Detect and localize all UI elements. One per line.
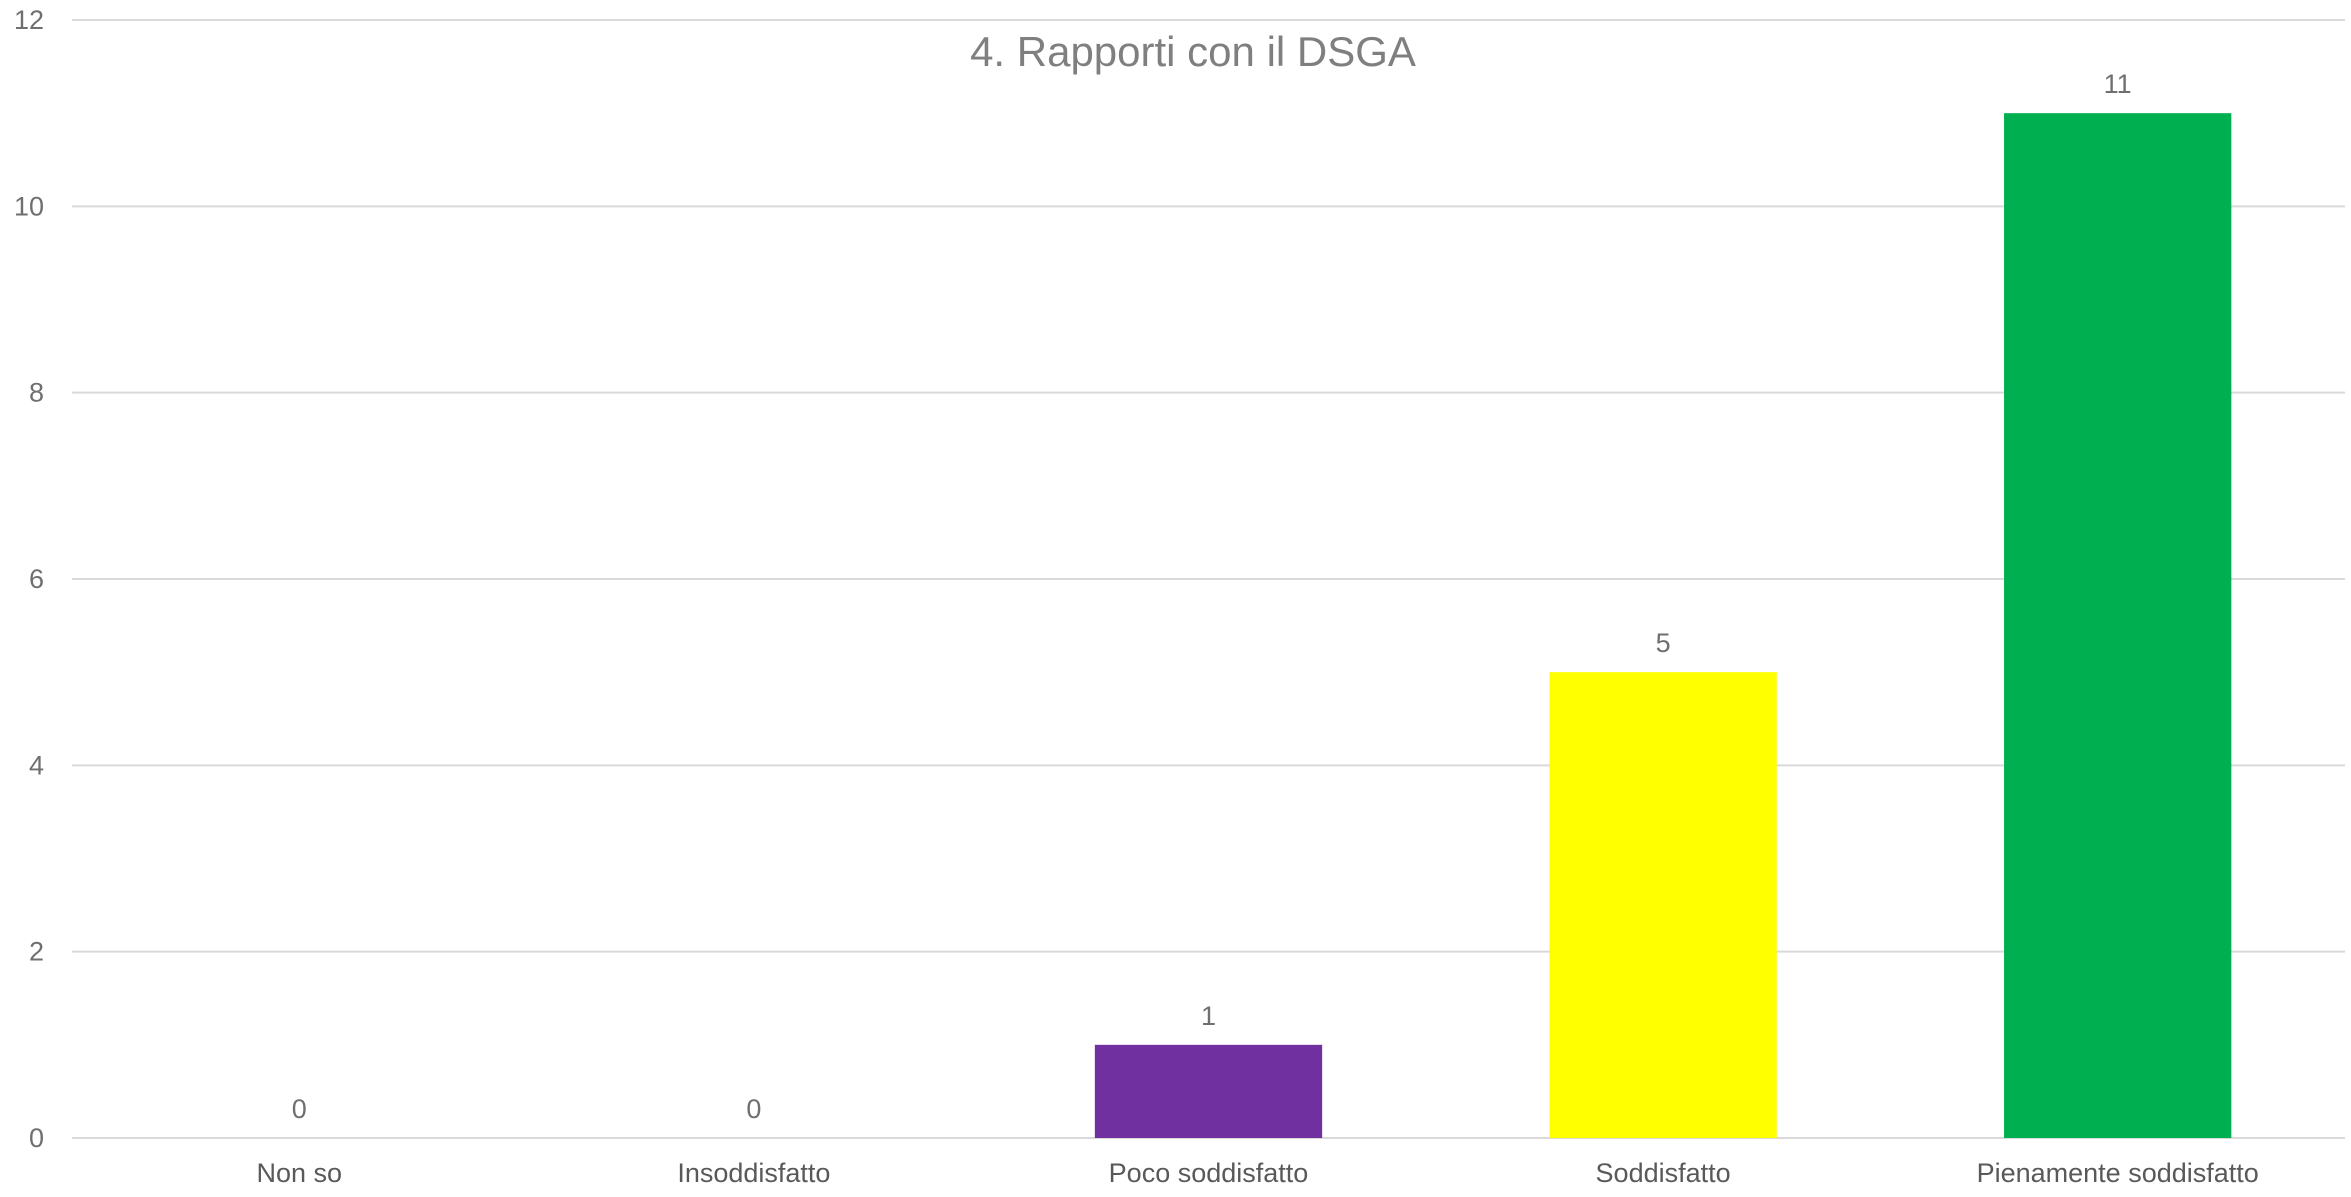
data-label-3: 5 xyxy=(1656,628,1671,658)
bar-2 xyxy=(1094,1044,1323,1138)
y-tick-label-10: 10 xyxy=(14,191,44,221)
data-label-4: 11 xyxy=(2104,69,2132,99)
y-tick-label-6: 6 xyxy=(29,564,44,594)
x-axis-category-labels: Non so Insoddisfatto Poco soddisfatto Soddi… xyxy=(257,1158,2259,1188)
y-tick-label-2: 2 xyxy=(29,937,44,967)
chart-title: 4. Rapporti con il DSGA xyxy=(970,28,1416,75)
y-axis-tick-labels: 0 2 4 6 8 10 12 xyxy=(14,5,44,1153)
y-tick-label-12: 12 xyxy=(14,5,44,35)
y-tick-label-8: 8 xyxy=(29,378,44,408)
y-tick-label-0: 0 xyxy=(29,1123,44,1153)
category-label-3: Soddisfatto xyxy=(1596,1158,1731,1188)
gridlines xyxy=(72,19,2345,1139)
y-tick-label-4: 4 xyxy=(29,750,44,780)
data-label-0: 0 xyxy=(292,1094,307,1124)
category-label-0: Non so xyxy=(257,1158,343,1188)
data-labels: 0 0 1 5 11 xyxy=(292,69,2132,1124)
category-label-2: Poco soddisfatto xyxy=(1109,1158,1309,1188)
category-label-4: Pienamente soddisfatto xyxy=(1977,1158,2259,1188)
data-label-1: 0 xyxy=(746,1094,761,1124)
bars xyxy=(1094,113,2232,1139)
category-label-1: Insoddisfatto xyxy=(677,1158,830,1188)
bar-4 xyxy=(2004,113,2232,1139)
data-label-2: 1 xyxy=(1201,1001,1216,1031)
bar-3 xyxy=(1549,672,1777,1138)
